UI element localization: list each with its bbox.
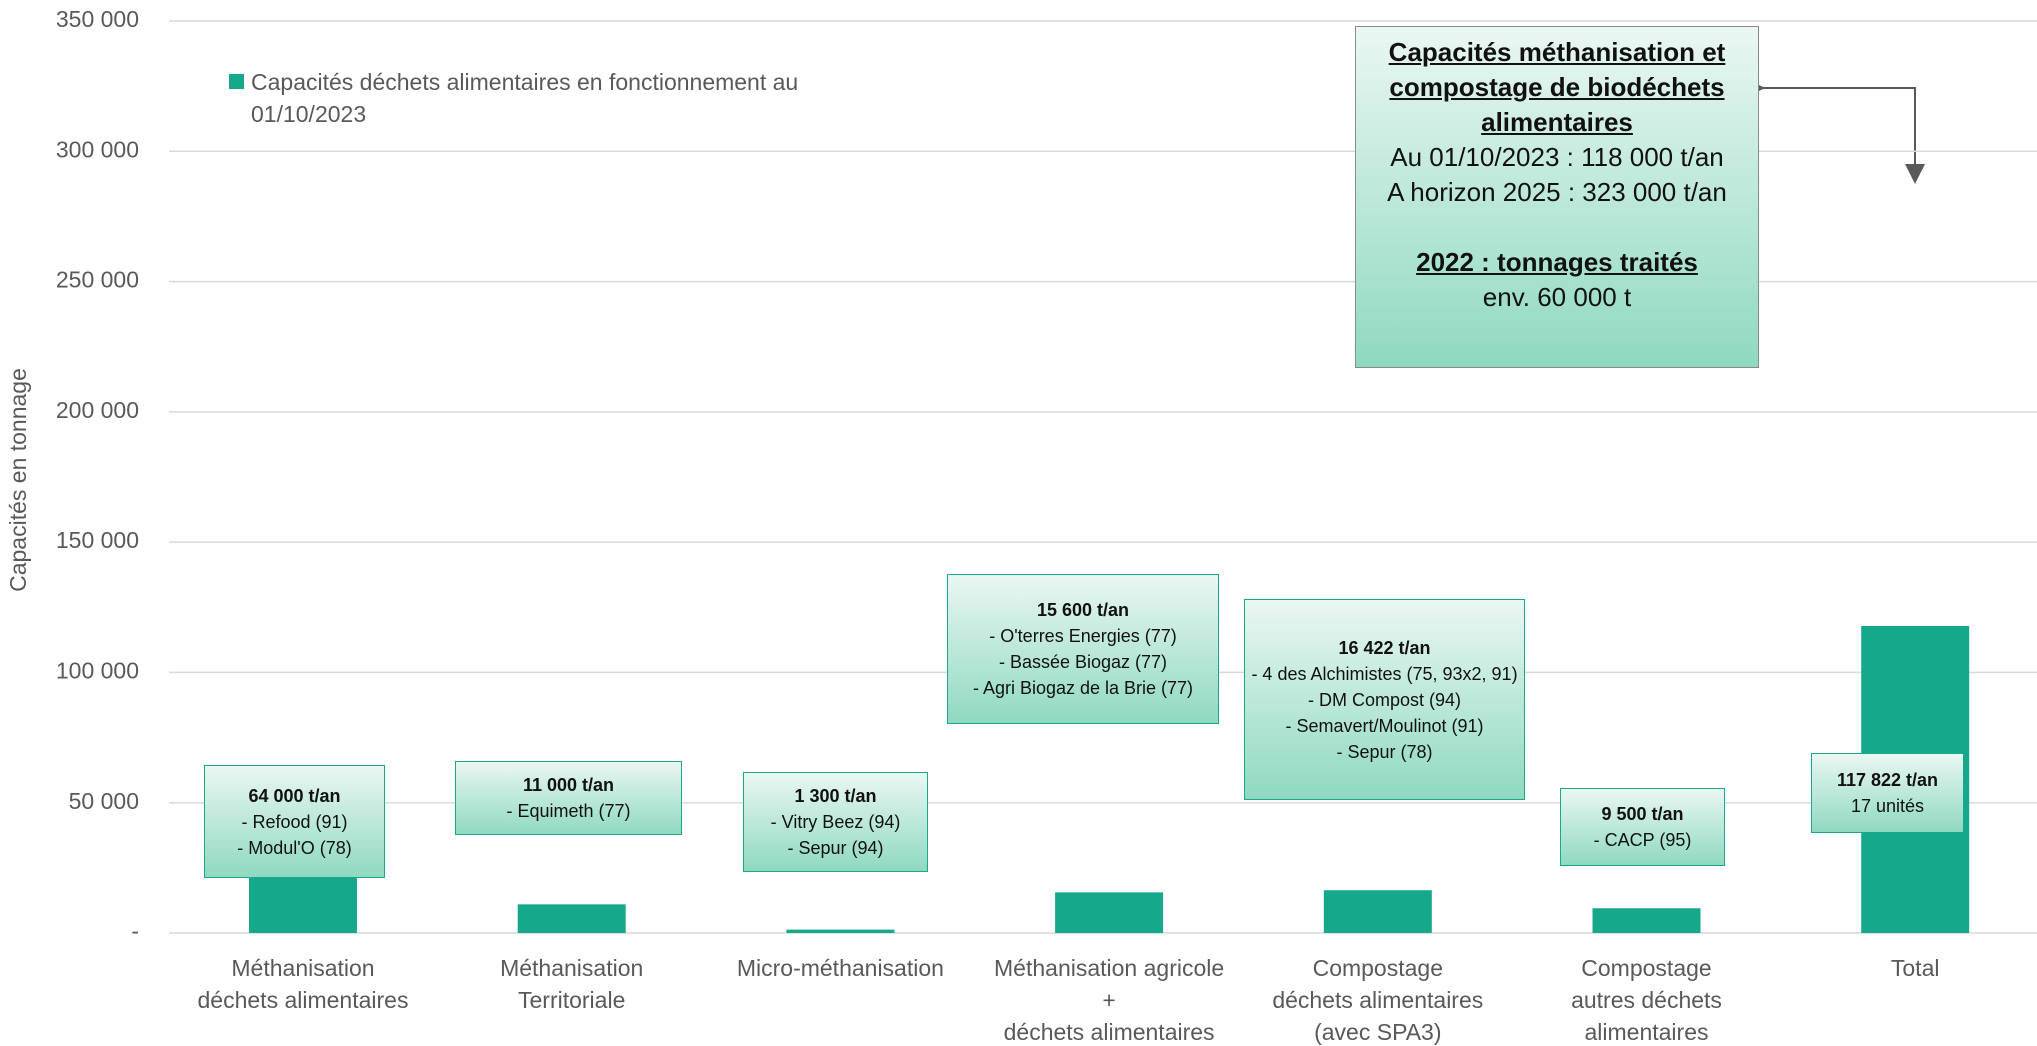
callout-box: Capacités méthanisation et compostage de… (1355, 26, 1759, 368)
annotation-title: 16 422 t/an (1338, 637, 1431, 658)
annotation-title: 11 000 t/an (522, 775, 615, 795)
legend-label: Capacités déchets alimentaires en foncti… (251, 69, 799, 127)
y-tick-label: 50 000 (69, 788, 139, 814)
bar (1323, 890, 1432, 933)
annotation-box: 16 422 t/an - 4 des Alchimistes (75, 93x2… (1244, 599, 1525, 800)
bar (786, 929, 895, 933)
x-tick-label: Compostage déchets alimentaires (avec SP… (1272, 955, 1484, 1045)
x-tick-label: Méthanisation déchets alimentaires (197, 955, 409, 1013)
x-tick-label: Méthanisation Territoriale (500, 955, 644, 1013)
x-tick-label: Total (1890, 955, 1940, 981)
annotation-box: 1 300 t/an - Vitry Beez (94) - Sepur (94) (743, 772, 928, 872)
legend: Capacités déchets alimentaires en foncti… (229, 66, 869, 130)
bar (1592, 908, 1701, 933)
y-tick-label: - (131, 918, 139, 944)
annotation-title: 1 300 t/an (794, 786, 877, 806)
annotation-line: - O'terres Energies (77) (989, 626, 1177, 646)
y-tick-label: 200 000 (56, 397, 139, 423)
annotation-line: - Bassée Biogaz (77) (998, 652, 1168, 672)
y-tick-label: 150 000 (56, 527, 139, 553)
annotation-box: 9 500 t/an - CACP (95) (1560, 788, 1725, 866)
y-axis-label: Capacités en tonnage (5, 368, 31, 592)
callout-note: env. 60 000 t (1482, 282, 1632, 312)
annotation-box: 15 600 t/an - O'terres Energies (77) - Bas… (947, 574, 1219, 724)
annotation-title: 9 500 t/an (1601, 804, 1684, 824)
y-tick-label: 350 000 (56, 6, 139, 32)
annotation-line: - Semavert/Moulinot (91) (1285, 715, 1484, 736)
bar (1055, 892, 1164, 933)
annotation-line: - Agri Biogaz de la Brie (77) (972, 678, 1194, 698)
annotation-line: - DM Compost (94) (1307, 689, 1462, 710)
annotation-box: 11 000 t/an - Equimeth (77) (455, 761, 682, 835)
annotation-line: - Modul'O (78) (237, 837, 352, 858)
annotation-line: - Sepur (94) (787, 838, 884, 858)
annotation-line: - Refood (91) (241, 811, 348, 832)
callout-line: A horizon 2025 : 323 000 t/an (1387, 177, 1727, 207)
x-tick-label: Compostage autres déchets alimentaires (1571, 955, 1722, 1045)
callout-subtitle: 2022 : tonnages traités (1416, 247, 1698, 277)
annotation-line: 17 unités (1850, 796, 1925, 816)
annotation-title: 117 822 t/an (1836, 770, 1939, 790)
annotation-box: 117 822 t/an 17 unités (1811, 753, 1964, 833)
bar (517, 904, 626, 933)
annotation-line: - CACP (95) (1593, 830, 1692, 850)
callout-arrow (1745, 78, 1925, 184)
callout-title: Capacités méthanisation et compostage de… (1388, 37, 1726, 137)
annotation-line: - Sepur (78) (1336, 741, 1433, 762)
legend-swatch (229, 74, 244, 89)
y-tick-label: 100 000 (56, 658, 139, 684)
legend-item: Capacités déchets alimentaires en foncti… (229, 66, 869, 130)
annotation-title: 64 000 t/an (248, 785, 341, 806)
x-tick-label: Méthanisation agricole + déchets aliment… (994, 955, 1225, 1045)
annotation-title: 15 600 t/an (1036, 600, 1130, 620)
annotation-line: - 4 des Alchimistes (75, 93x2, 91) (1251, 663, 1518, 684)
x-tick-label: Micro-méthanisation (736, 955, 944, 981)
annotation-line: - Equimeth (77) (506, 801, 631, 821)
y-tick-label: 300 000 (56, 136, 139, 162)
callout-line: Au 01/10/2023 : 118 000 t/an (1390, 142, 1724, 172)
annotation-line: - Vitry Beez (94) (770, 812, 901, 832)
y-tick-label: 250 000 (56, 267, 139, 293)
annotation-box: 64 000 t/an - Refood (91) - Modul'O (78) (204, 765, 385, 878)
